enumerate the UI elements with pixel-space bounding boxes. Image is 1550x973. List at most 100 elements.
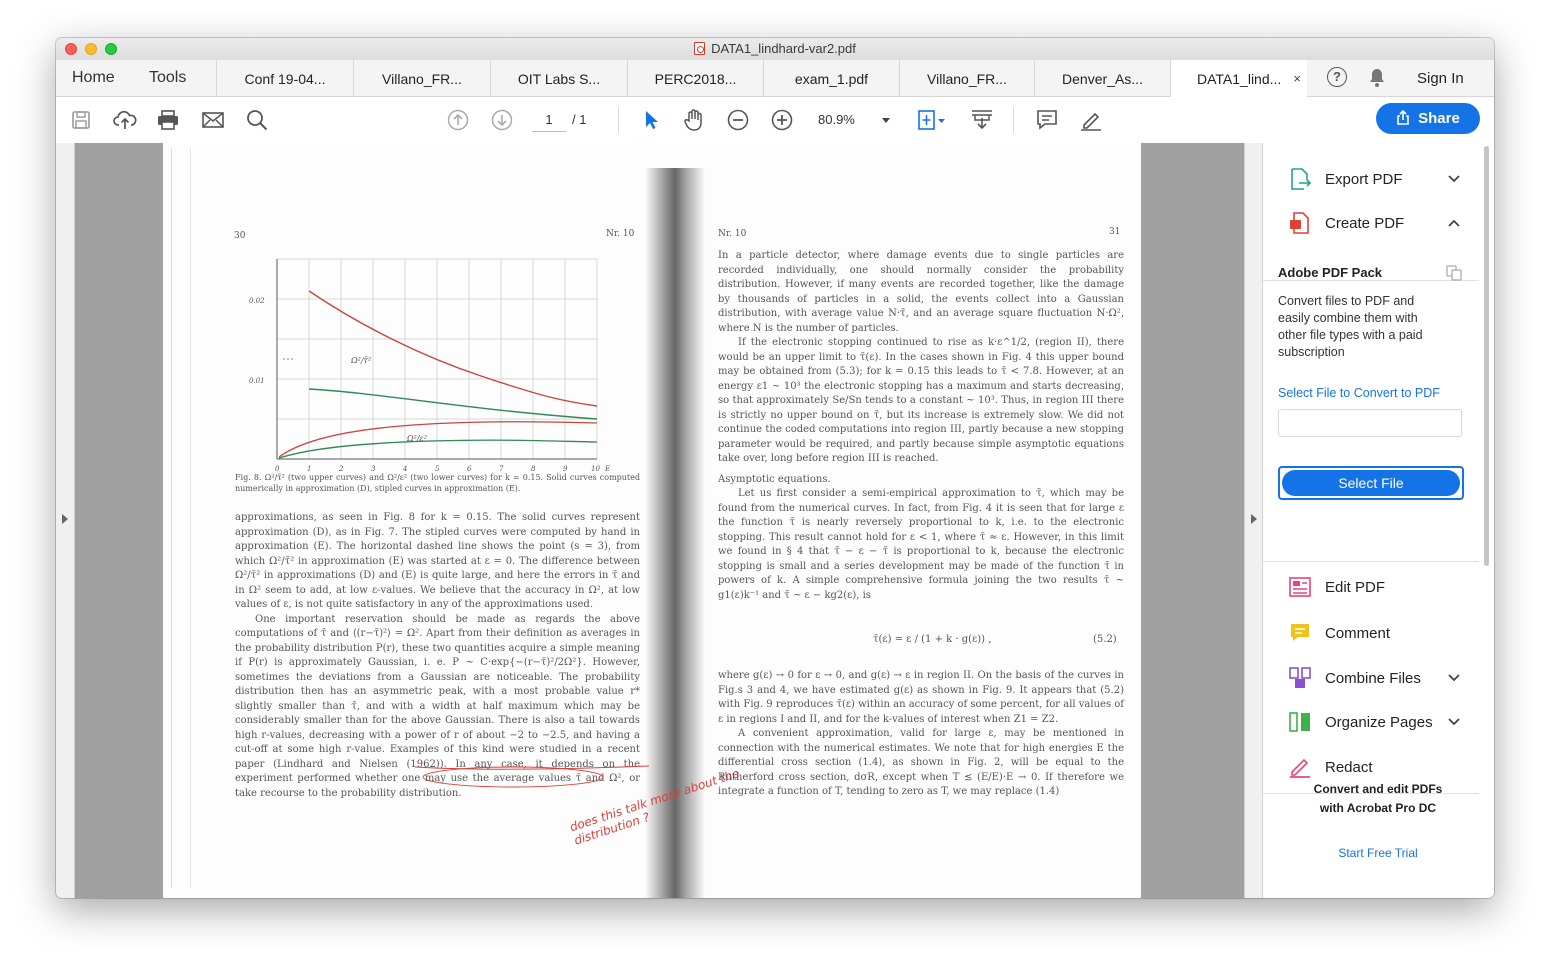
hand-icon[interactable]: [681, 97, 707, 143]
zoom-in-icon[interactable]: [769, 97, 795, 143]
print-icon[interactable]: [155, 97, 181, 143]
create-pdf-icon: [1290, 212, 1309, 234]
pdf-pack-description: Convert files to PDF and easily combine …: [1278, 294, 1423, 359]
left-pane-toggle[interactable]: [56, 143, 75, 898]
comment-label: Comment: [1325, 624, 1391, 642]
comment-tool-icon: [1291, 624, 1309, 641]
fit-page-icon[interactable]: [914, 97, 948, 143]
title-bar: DATA1_lindhard-var2.pdf: [56, 38, 1494, 61]
minimize-window-button[interactable]: [85, 43, 97, 55]
organize-pages-item[interactable]: Organize Pages: [1289, 708, 1479, 736]
comment-item[interactable]: Comment: [1289, 619, 1479, 647]
figure-caption: Fig. 8. Ω²/τ̄² (two upper curves) and Ω²…: [235, 473, 640, 493]
document-tab[interactable]: exam_1.pdf: [763, 60, 899, 96]
export-pdf-item[interactable]: Export PDF: [1289, 165, 1479, 193]
acrobat-pro-promo: Convert and edit PDFs with Acrobat Pro DC: [1263, 780, 1493, 818]
tools-panel: Export PDF Create PDF Adobe PDF Pack Con…: [1263, 143, 1494, 898]
page-total-label: / 1: [572, 112, 587, 127]
toolbar: 1 / 1 80.9% Share: [56, 97, 1494, 144]
edit-pdf-item[interactable]: Edit PDF: [1289, 573, 1479, 601]
export-pdf-label: Export PDF: [1325, 170, 1403, 188]
start-free-trial-link[interactable]: Start Free Trial: [1338, 846, 1418, 860]
paragraph: where g(ε) → 0 for ε → 0, and g(ε) → ε i…: [718, 670, 1124, 725]
create-pdf-item[interactable]: Create PDF: [1289, 209, 1479, 237]
close-tab-icon[interactable]: ×: [1293, 71, 1301, 86]
pdf-file-icon: [694, 42, 706, 55]
document-tab[interactable]: Villano_FR...: [899, 60, 1034, 96]
scroll-mode-icon[interactable]: [969, 97, 995, 143]
sign-icon[interactable]: [1078, 97, 1104, 143]
sign-in-link[interactable]: Sign In: [1417, 70, 1464, 87]
document-viewport[interactable]: 30 Nr. 10 0.02 0.01 Ω²/τ̄² Ω²/ε²: [56, 143, 1244, 898]
red-ink-underline: [414, 765, 650, 770]
figure-8-plot: 0.02 0.01 Ω²/τ̄² Ω²/ε² 0 1 2 3 4 5 6 7 8…: [249, 258, 610, 473]
comment-icon[interactable]: [1034, 97, 1060, 143]
y-tick-label: 0.01: [249, 377, 265, 385]
redact-item[interactable]: Redact: [1289, 753, 1479, 781]
lower-curve-label: Ω²/ε²: [406, 434, 427, 443]
page-down-icon[interactable]: [489, 97, 515, 143]
x-tick-label: 1: [307, 465, 311, 473]
chevron-up-icon[interactable]: [1448, 219, 1460, 227]
panel-scrollbar[interactable]: [1484, 146, 1489, 566]
chevron-down-icon: [882, 118, 890, 123]
expand-left-pane-icon[interactable]: [62, 514, 68, 524]
tools-tab[interactable]: Tools: [149, 69, 187, 86]
organize-pages-icon: [1289, 712, 1310, 732]
acrobat-window: DATA1_lindhard-var2.pdf Home Tools Conf …: [56, 38, 1494, 898]
panel-divider: [1263, 793, 1479, 794]
home-tab[interactable]: Home: [72, 69, 115, 86]
chevron-down-icon[interactable]: [1448, 674, 1460, 682]
close-window-button[interactable]: [65, 43, 77, 55]
equation: τ̄(ε) = ε / (1 + k · g(ε)) ,: [873, 634, 992, 645]
document-tab[interactable]: OIT Labs S...: [490, 60, 627, 96]
x-tick-label: 6: [467, 465, 472, 473]
mail-icon[interactable]: [200, 97, 226, 143]
redact-icon: [1290, 758, 1310, 778]
collapse-right-pane-icon[interactable]: [1251, 514, 1257, 524]
upload-icon[interactable]: [112, 97, 138, 143]
left-page-number: 30: [234, 231, 246, 241]
document-tab[interactable]: Villano_FR...: [353, 60, 490, 96]
search-icon[interactable]: [244, 97, 270, 143]
chevron-down-icon[interactable]: [1448, 718, 1460, 726]
left-page-header: Nr. 10: [606, 229, 635, 239]
x-tick-label: 8: [531, 465, 536, 473]
export-pdf-icon: [1291, 168, 1311, 190]
promo-line: Convert and edit PDFs: [1313, 782, 1443, 796]
combine-files-item[interactable]: Combine Files: [1289, 664, 1479, 692]
create-pdf-label: Create PDF: [1325, 214, 1405, 232]
panel-divider: [1263, 280, 1479, 281]
window-title-text: DATA1_lindhard-var2.pdf: [711, 41, 856, 56]
page-number-input[interactable]: 1: [532, 109, 566, 132]
zoom-window-button[interactable]: [105, 43, 117, 55]
document-tab[interactable]: Denver_As...: [1034, 60, 1170, 96]
file-path-field[interactable]: [1278, 409, 1462, 437]
scan-edge: [171, 148, 191, 888]
document-tab[interactable]: Conf 19-04...: [216, 60, 353, 96]
select-arrow-icon[interactable]: [638, 97, 664, 143]
zoom-level-select[interactable]: 80.9%: [818, 109, 890, 131]
bell-icon[interactable]: [1369, 68, 1385, 88]
window-title: DATA1_lindhard-var2.pdf: [56, 41, 1494, 56]
right-page-header: Nr. 10: [718, 229, 747, 239]
document-tab-active[interactable]: DATA1_lind... ×: [1170, 60, 1307, 97]
chevron-down-icon[interactable]: [1448, 175, 1460, 183]
select-file-button[interactable]: Select File: [1278, 466, 1464, 500]
zoom-out-icon[interactable]: [725, 97, 751, 143]
equation-number: (5.2): [1093, 634, 1117, 645]
y-tick-label: 0.02: [249, 297, 265, 305]
help-icon[interactable]: ?: [1327, 67, 1347, 87]
document-tab[interactable]: PERC2018...: [627, 60, 763, 96]
x-tick-label: 0: [275, 465, 280, 473]
page-up-icon[interactable]: [445, 97, 471, 143]
share-button[interactable]: Share: [1376, 103, 1480, 134]
select-file-to-convert-link[interactable]: Select File to Convert to PDF: [1278, 386, 1440, 400]
right-pane-toggle[interactable]: [1244, 143, 1263, 898]
pdf-page: 30 Nr. 10 0.02 0.01 Ω²/τ̄² Ω²/ε²: [163, 143, 1141, 898]
promo-line: with Acrobat Pro DC: [1319, 801, 1437, 815]
save-icon[interactable]: [68, 97, 94, 143]
x-tick-label: 4: [402, 465, 407, 473]
paragraph: In a particle detector, where damage eve…: [718, 250, 1124, 334]
x-tick-label: 7: [499, 465, 504, 473]
